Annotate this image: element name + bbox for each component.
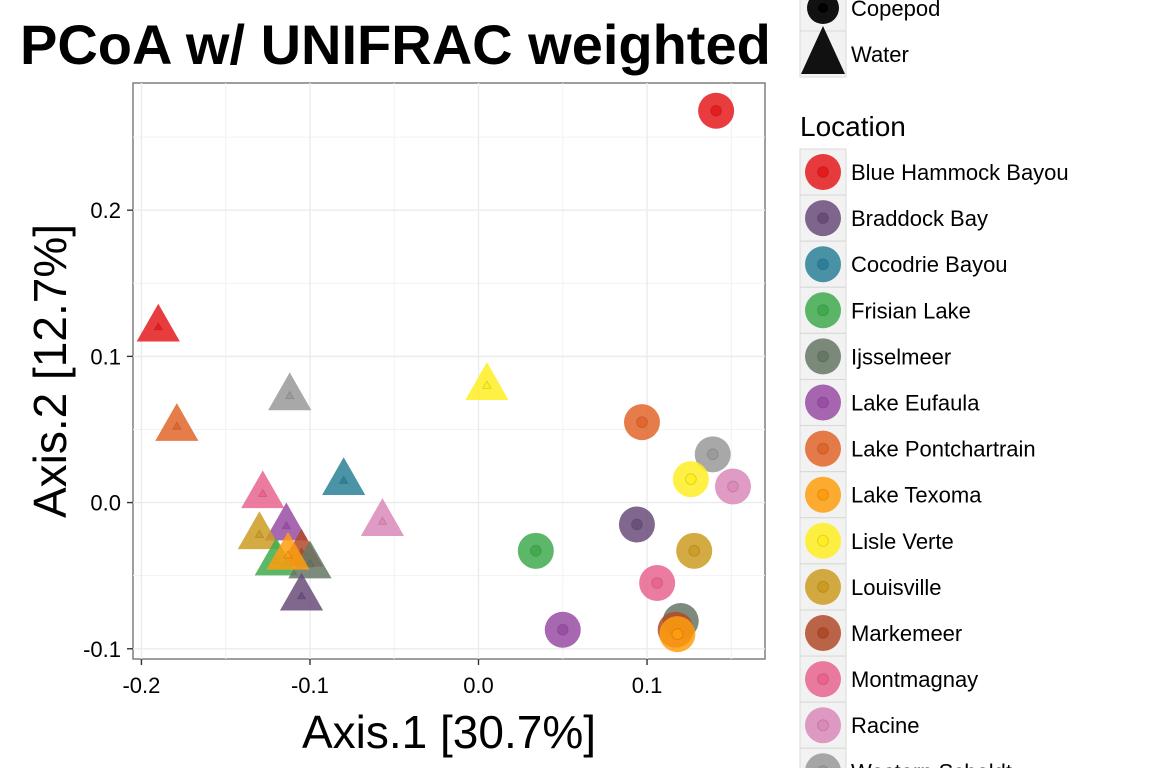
legend-location-label: Montmagnay — [851, 667, 978, 692]
legend-color-dot — [817, 212, 829, 225]
legend-shape-label: Copepod — [851, 0, 940, 21]
chart-title: PCoA w/ UNIFRAC weighted — [20, 13, 771, 76]
legend-location-label: Racine — [851, 713, 919, 738]
legend-location-label: Lisle Verte — [851, 529, 954, 554]
legend-shape-label: Water — [851, 42, 909, 67]
water-point — [136, 303, 180, 342]
legend-color-dot — [817, 765, 829, 768]
legend-color-dot — [817, 488, 829, 501]
legend-color-dot — [817, 396, 829, 409]
water-point — [360, 498, 405, 536]
water-point — [279, 572, 324, 611]
legend-color-dot — [817, 258, 829, 271]
legend-color-key — [805, 753, 841, 768]
legend-color-dot — [817, 350, 829, 363]
legend-location-label: Western Scheldt — [851, 759, 1012, 768]
copepod-point — [659, 616, 696, 653]
copepod-point — [676, 532, 713, 569]
copepod-point — [623, 404, 660, 441]
x-axis-label: Axis.1 [30.7%] — [302, 706, 596, 758]
legend-location-label: Braddock Bay — [851, 206, 988, 231]
legend-location-label: Lake Texoma — [851, 483, 982, 508]
x-tick-label: 0.1 — [632, 673, 663, 698]
legend-color-dot — [817, 673, 829, 686]
legend-triangle-key — [801, 26, 845, 74]
copepod-point — [639, 564, 676, 601]
y-tick-label: -0.1 — [83, 637, 121, 662]
legend-location-label: Frisian Lake — [851, 298, 971, 323]
legend-color-dot — [817, 627, 829, 639]
y-axis-label: Axis.2 [12.7%] — [24, 224, 76, 518]
copepod-point — [544, 611, 581, 648]
copepod-point — [694, 436, 731, 473]
y-tick-label: 0.1 — [90, 344, 121, 369]
water-point — [237, 511, 281, 550]
legend-location-label: Markemeer — [851, 621, 962, 646]
y-tick-label: 0.0 — [90, 491, 121, 516]
copepod-point — [714, 468, 751, 505]
legend-location-label: Blue Hammock Bayou — [851, 160, 1069, 185]
y-tick-label: 0.2 — [90, 198, 121, 223]
legend-color-dot — [817, 534, 829, 547]
legend-title: Location — [800, 111, 906, 142]
copepod-point — [618, 506, 655, 543]
copepod-point — [672, 461, 709, 498]
plot-panel — [132, 82, 766, 660]
legend-location-label: Ijsselmeer — [851, 344, 951, 369]
legend-color-dot — [817, 304, 829, 317]
legend-location-label: Lake Pontchartrain — [851, 437, 1036, 462]
copepod-point — [698, 92, 735, 129]
legend-color-dot — [817, 719, 829, 732]
legend-location-label: Lake Eufaula — [851, 391, 980, 416]
legend-location-label: Louisville — [851, 575, 942, 600]
water-point — [155, 403, 199, 441]
legend-circle-dot — [818, 3, 828, 13]
water-point — [264, 502, 308, 541]
axes: -0.2 -0.1 0.0 0.1-0.10.00.10.2 — [83, 198, 662, 698]
legend-color-dot — [817, 166, 829, 178]
legend-location-label: Cocodrie Bayou — [851, 252, 1008, 277]
copepod-point — [517, 532, 554, 569]
x-tick-label: -0.2 — [122, 673, 160, 698]
legend-color-dot — [817, 580, 829, 593]
water-point — [266, 531, 310, 570]
water-point — [241, 470, 285, 509]
legend-color-dot — [817, 442, 829, 455]
water-point — [465, 362, 509, 400]
legend: Copepod Water Location Blue Hammock Bayou Br… — [799, 0, 1069, 768]
data-points — [136, 92, 751, 653]
x-tick-label: -0.1 — [291, 673, 329, 698]
grid-lines — [133, 83, 765, 659]
water-point — [322, 457, 366, 496]
water-point — [268, 372, 312, 411]
x-tick-label: 0.0 — [463, 673, 494, 698]
